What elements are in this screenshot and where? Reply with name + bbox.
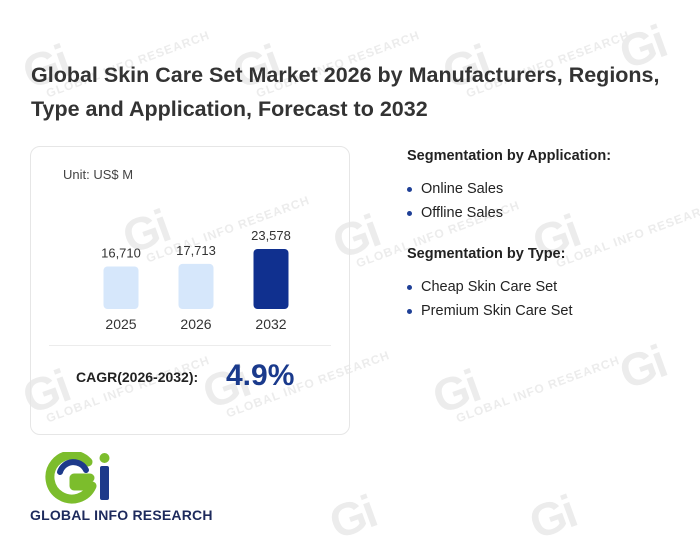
company-logo: GLOBAL INFO RESEARCH — [30, 450, 230, 532]
bar-value-label: 16,710 — [101, 245, 141, 260]
watermark: Gi — [522, 484, 583, 550]
type-list: Cheap Skin Care Set Premium Skin Care Se… — [407, 275, 573, 323]
watermark: Gi — [322, 484, 383, 550]
divider — [49, 345, 331, 346]
list-item: Online Sales — [407, 177, 611, 201]
segmentation-application: Segmentation by Application: Online Sale… — [407, 148, 611, 225]
x-tick-label: 2032 — [255, 316, 286, 332]
application-list: Online Sales Offline Sales — [407, 177, 611, 225]
list-item: Offline Sales — [407, 201, 611, 225]
list-item: Cheap Skin Care Set — [407, 275, 573, 299]
bar-2032 — [253, 249, 289, 309]
segmentation-type: Segmentation by Type: Cheap Skin Care Se… — [407, 246, 573, 323]
bar-value-label: 17,713 — [176, 243, 216, 258]
x-tick-label: 2025 — [105, 316, 136, 332]
cagr-value: 4.9% — [226, 359, 295, 392]
page-title: Global Skin Care Set Market 2026 by Manu… — [31, 63, 660, 121]
list-item: Premium Skin Care Set — [407, 299, 573, 323]
cagr-label: CAGR(2026-2032): — [76, 369, 199, 385]
x-tick-label: 2026 — [180, 316, 211, 332]
bar-chart: 16,710 2025 17,713 2026 23,578 2032 — [101, 228, 291, 332]
segmentation-type-heading: Segmentation by Type: — [407, 246, 566, 262]
gi-logo-icon — [45, 450, 110, 504]
logo-text: GLOBAL INFO RESEARCH — [30, 507, 213, 523]
watermark: Gi — [612, 334, 673, 400]
bar-value-label: 23,578 — [251, 228, 291, 243]
unit-label: Unit: US$ M — [63, 167, 134, 182]
segmentation-application-heading: Segmentation by Application: — [407, 148, 612, 164]
bar-2025 — [103, 266, 139, 309]
chart-card: Unit: US$ M 16,710 2025 17,713 2026 23,578 20… — [30, 146, 350, 435]
watermark: Gi GLOBAL INFO RESEARCH — [425, 353, 622, 426]
bar-2026 — [178, 263, 214, 309]
